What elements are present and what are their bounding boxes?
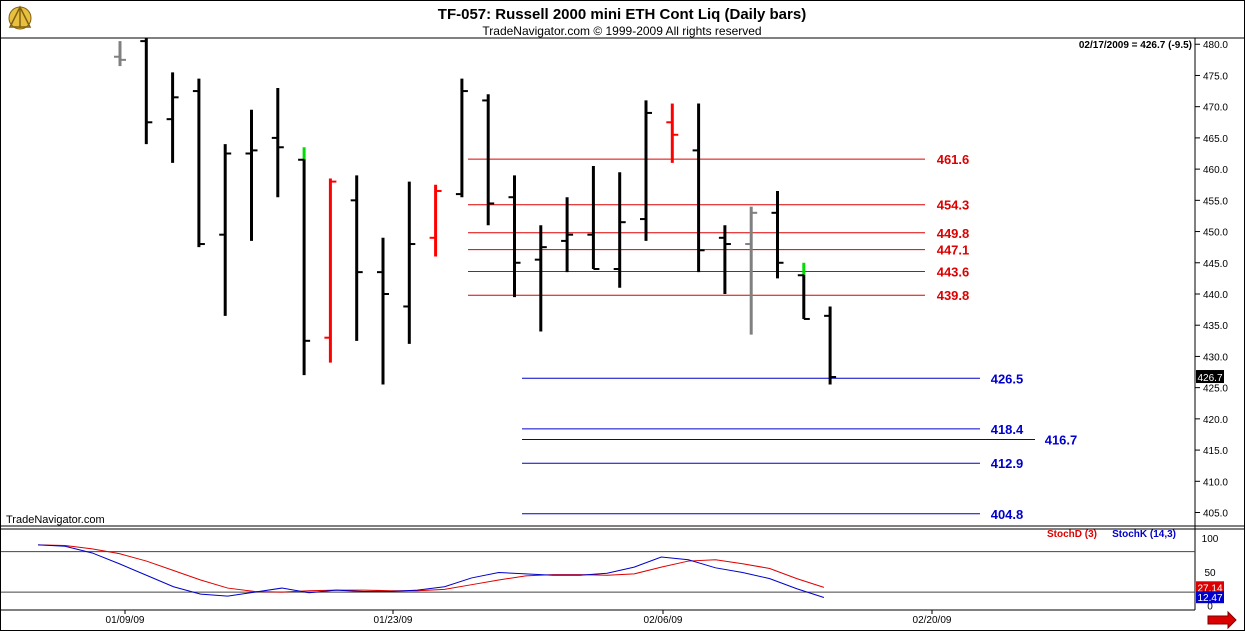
stochd-last-label: 27.14: [1197, 583, 1222, 594]
fib-label-blue: 404.8: [991, 507, 1024, 522]
ohlc-bar: [508, 175, 521, 298]
indicator-axis: 100 50 0: [1, 534, 1219, 613]
ohlc-bar: [587, 165, 600, 271]
fib-label-red: 449.8: [937, 226, 970, 241]
fib-label-blue: 426.5: [991, 371, 1024, 386]
indicator-tick-label: 50: [1204, 568, 1216, 579]
price-tick-label: 475.0: [1203, 71, 1228, 82]
last-price-box: [1196, 370, 1224, 384]
ohlc-bar: [403, 181, 416, 344]
date-tick-label: 02/20/09: [913, 615, 952, 626]
sextant-icon: [8, 5, 32, 30]
indicator-series: [37, 544, 825, 598]
date-tick-label: 02/06/09: [644, 615, 683, 626]
price-tick-label: 415.0: [1203, 446, 1228, 457]
scroll-right-button[interactable]: [1207, 610, 1237, 630]
ohlc-bar: [640, 100, 652, 241]
ohlc-bar: [350, 175, 363, 341]
price-panel: [1, 38, 1195, 525]
stochk-last-box: [1196, 591, 1224, 604]
ohlc-bar: [561, 197, 574, 273]
price-tick-label: 465.0: [1203, 134, 1228, 145]
fib-label-red: 461.6: [937, 152, 970, 167]
ohlc-bar: [114, 41, 126, 67]
date-tick-label: 01/09/09: [106, 615, 145, 626]
price-tick-label: 420.0: [1203, 415, 1228, 426]
ohlc-bar: [192, 78, 205, 248]
ohlc-bar: [324, 178, 337, 363]
ohlc-bar: [455, 78, 468, 198]
indicator-tick-label: 100: [1202, 534, 1219, 545]
price-tick-label: 430.0: [1203, 352, 1228, 363]
price-tick-label: 435.0: [1203, 321, 1228, 332]
ohlc-bar: [271, 87, 284, 198]
date-tick-label: 01/23/09: [374, 615, 413, 626]
ohlc-bar: [482, 94, 495, 226]
price-axis: 405.0 410.0 415.0 420.0 425.0 430.0 435.0 440.0…: [1195, 40, 1228, 520]
info-text: 02/17/2009 = 426.7 (-9.5): [1079, 40, 1192, 51]
stochk-line: [37, 544, 825, 598]
price-tick-label: 405.0: [1203, 509, 1228, 520]
ohlc-bar: [824, 306, 837, 385]
price-tick-label: 425.0: [1203, 384, 1228, 395]
ohlc-bar: [797, 262, 810, 320]
watermark-text: TradeNavigator.com: [6, 514, 105, 526]
price-tick-label: 470.0: [1203, 103, 1228, 114]
ohlc-bar: [718, 225, 731, 294]
ohlc-bar: [771, 190, 784, 279]
indicator-tick-label: 0: [1207, 602, 1213, 613]
stochk-last-label: 12.47: [1197, 593, 1222, 604]
ohlc-bar: [666, 103, 679, 163]
fib-label-red: 443.6: [937, 265, 970, 280]
legend-stochd: StochD (3): [1047, 529, 1097, 540]
last-price-tag: 426.7: [1196, 370, 1224, 384]
fib-label-red: 439.8: [937, 288, 970, 303]
fib-levels: 461.6 454.3 449.8 447.1 443.6 439.8 426.5 418.4…: [468, 152, 1077, 522]
last-price-label: 426.7: [1197, 373, 1222, 384]
price-tick-label: 440.0: [1203, 290, 1228, 301]
fib-label-blue: 412.9: [991, 456, 1024, 471]
ohlc-bar: [613, 172, 626, 288]
ohlc-bar: [219, 144, 232, 316]
copyright-text: TradeNavigator.com © 1999-2009 All right…: [482, 24, 761, 38]
chart-title: TF-057: Russell 2000 mini ETH Cont Liq (…: [438, 6, 806, 23]
ohlc-bar: [245, 109, 258, 241]
date-axis: 01/09/09 01/23/09 02/06/09 02/20/09: [106, 610, 952, 626]
ohlc-bar: [298, 147, 311, 376]
ohlc-bar: [692, 103, 705, 273]
ohlc-bar: [140, 38, 153, 145]
fib-label-blue: 416.7: [1045, 432, 1078, 447]
price-tick-label: 455.0: [1203, 196, 1228, 207]
ohlc-bar: [534, 225, 547, 332]
price-tick-label: 480.0: [1203, 40, 1228, 51]
ohlc-series: [114, 38, 837, 385]
legend-stochk: StochK (14,3): [1112, 529, 1176, 540]
ohlc-bar: [166, 72, 179, 163]
fib-label-red: 447.1: [937, 243, 970, 258]
ohlc-bar: [745, 206, 758, 335]
price-tick-label: 460.0: [1203, 165, 1228, 176]
stochd-last-box: [1196, 581, 1224, 594]
price-tick-label: 410.0: [1203, 477, 1228, 488]
ohlc-bar: [377, 237, 389, 385]
price-tick-label: 445.0: [1203, 259, 1228, 270]
arrow-right-icon: [1207, 610, 1237, 630]
ohlc-bar: [429, 184, 442, 257]
fib-label-red: 454.3: [937, 198, 970, 213]
fib-label-blue: 418.4: [991, 422, 1024, 437]
price-tick-label: 450.0: [1203, 228, 1228, 239]
